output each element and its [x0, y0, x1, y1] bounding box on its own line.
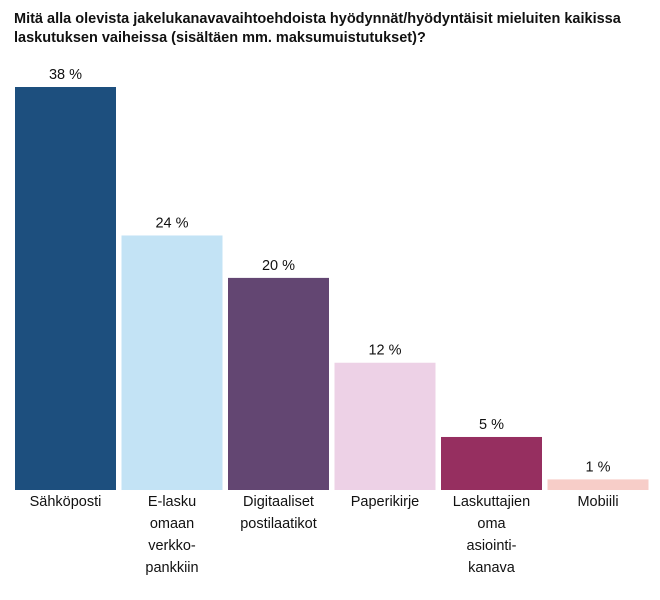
value-label-5: 5 % [479, 417, 504, 433]
category-label-line: Laskuttajien [453, 494, 530, 510]
category-label-5: Laskuttajien oma asiointi-kanava [453, 494, 530, 576]
category-label-line: Digitaaliset [243, 494, 314, 510]
category-label-1: Sähköposti [30, 494, 102, 510]
category-label-line: Sähköposti [30, 494, 102, 510]
category-label-line: oma [477, 516, 506, 532]
category-label-line: pankkiin [145, 560, 198, 576]
value-label-3: 20 % [262, 258, 295, 274]
value-labels-group: 38 % 24 % 20 % 12 % 5 % 1 % [49, 67, 611, 475]
category-label-line: kanava [468, 560, 516, 576]
category-label-line: Paperikirje [351, 494, 420, 510]
bar-4 [334, 362, 436, 490]
value-label-4: 12 % [368, 343, 401, 359]
bar-6 [547, 479, 649, 490]
category-label-4: Paperikirje [351, 494, 420, 510]
bar-3 [228, 277, 329, 490]
bar-1 [15, 87, 116, 490]
category-label-line: E-lasku [148, 494, 196, 510]
category-label-6: Mobiili [577, 494, 618, 510]
category-label-line: postilaatikot [240, 516, 317, 532]
bars-group [15, 87, 649, 490]
chart-title: Mitä alla olevista jakelukanavavaihtoehd… [14, 11, 621, 46]
value-label-6: 1 % [586, 459, 611, 475]
category-label-line: omaan [150, 516, 194, 532]
category-label-2: E-lasku omaan verkko-pankkiin [145, 494, 198, 576]
value-label-1: 38 % [49, 67, 82, 83]
bar-2 [121, 235, 223, 490]
category-labels-group: Sähköposti E-lasku omaan verkko-pankkiin Dig… [30, 494, 619, 576]
category-label-line: Mobiili [577, 494, 618, 510]
category-label-3: Digitaaliset postilaatikot [240, 494, 317, 532]
category-label-line: asiointi- [467, 538, 517, 554]
category-label-line: verkko- [148, 538, 196, 554]
bar-5 [441, 436, 542, 490]
value-label-2: 24 % [155, 215, 188, 231]
